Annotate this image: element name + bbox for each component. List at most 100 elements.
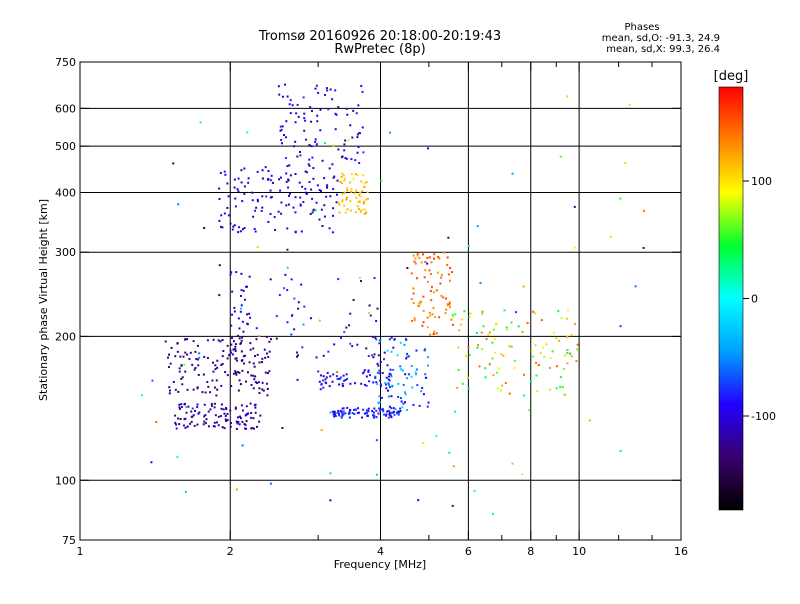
data-point — [433, 330, 436, 333]
data-point — [379, 383, 382, 386]
data-point — [343, 143, 346, 146]
data-point — [333, 410, 336, 413]
data-point — [287, 179, 290, 182]
data-point — [237, 177, 240, 180]
data-point — [390, 411, 393, 414]
data-point — [341, 200, 344, 203]
data-point — [433, 257, 436, 260]
data-point — [304, 187, 307, 190]
data-point — [337, 106, 340, 109]
x-tick-label: 2 — [227, 545, 234, 558]
data-point — [225, 420, 228, 423]
colorbar-tick-label: 0 — [751, 293, 758, 306]
data-point — [473, 489, 476, 492]
data-point — [259, 414, 262, 417]
data-point — [183, 418, 186, 421]
data-point — [232, 225, 235, 228]
data-point — [318, 380, 321, 383]
data-point — [329, 375, 332, 378]
data-point — [338, 203, 341, 206]
data-point — [164, 340, 167, 343]
data-point — [176, 456, 179, 459]
data-point — [204, 414, 207, 417]
data-point — [280, 142, 283, 145]
data-point — [256, 353, 259, 356]
data-point — [432, 332, 435, 335]
data-point — [574, 246, 577, 249]
data-point — [435, 332, 438, 335]
data-point — [392, 368, 395, 371]
data-point — [240, 359, 243, 362]
data-point — [222, 408, 225, 411]
data-point — [412, 403, 415, 406]
data-point — [357, 411, 360, 414]
data-point — [346, 189, 349, 192]
data-point — [312, 167, 315, 170]
data-point — [201, 391, 204, 394]
data-point — [403, 343, 406, 346]
data-point — [352, 408, 355, 411]
data-point — [242, 355, 245, 358]
data-point — [289, 99, 292, 102]
data-point — [388, 413, 391, 416]
data-point — [289, 174, 292, 177]
data-point — [428, 256, 431, 259]
data-point — [229, 222, 232, 225]
data-point — [344, 139, 347, 142]
data-point — [410, 298, 413, 301]
data-point — [181, 383, 184, 386]
data-point — [176, 350, 179, 353]
data-point — [320, 208, 323, 211]
data-point — [377, 354, 380, 357]
data-point — [226, 344, 229, 347]
data-point — [332, 373, 335, 376]
data-point — [256, 198, 259, 201]
data-point — [402, 383, 405, 386]
data-point — [350, 173, 353, 176]
data-point — [503, 309, 506, 312]
data-point — [446, 263, 449, 266]
data-point — [360, 180, 363, 183]
data-point — [397, 413, 400, 416]
data-point — [440, 273, 443, 276]
data-point — [295, 112, 298, 115]
data-point — [319, 388, 322, 391]
data-point — [390, 336, 393, 339]
data-point — [269, 482, 272, 485]
data-point — [253, 227, 256, 230]
data-point — [467, 346, 470, 349]
data-point — [263, 348, 266, 351]
data-point — [419, 302, 422, 305]
data-point — [332, 144, 335, 147]
data-point — [376, 383, 379, 386]
data-point — [261, 177, 264, 180]
data-point — [194, 350, 197, 353]
data-point — [327, 108, 330, 111]
data-point — [324, 94, 327, 97]
data-point — [560, 317, 563, 320]
data-point — [338, 377, 341, 380]
data-point — [241, 228, 244, 231]
data-point — [309, 212, 312, 215]
data-point — [619, 449, 622, 452]
data-point — [362, 408, 365, 411]
data-point — [467, 245, 470, 248]
data-point — [456, 386, 459, 389]
data-point — [345, 196, 348, 199]
data-point — [252, 417, 255, 420]
data-point — [245, 405, 248, 408]
data-point — [198, 356, 201, 359]
data-point — [253, 365, 256, 368]
data-point — [367, 355, 370, 358]
data-point — [345, 157, 348, 160]
colorbar-tick-label: -100 — [751, 410, 776, 423]
data-point — [314, 87, 317, 90]
data-point — [528, 409, 531, 412]
data-point — [288, 164, 291, 167]
data-point — [215, 379, 218, 382]
data-point — [383, 358, 386, 361]
data-point — [343, 204, 346, 207]
data-point — [522, 394, 525, 397]
data-point — [340, 410, 343, 413]
data-point — [226, 206, 229, 209]
